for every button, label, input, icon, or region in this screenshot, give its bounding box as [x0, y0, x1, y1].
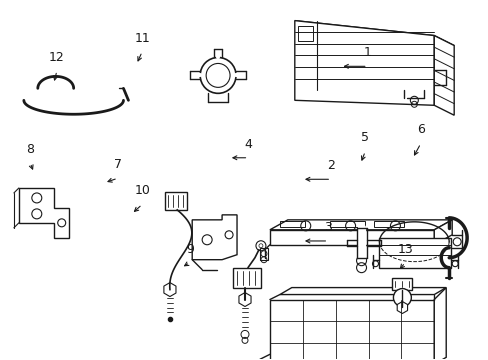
Text: 13: 13	[397, 243, 412, 256]
Polygon shape	[433, 220, 451, 245]
Text: 7: 7	[114, 158, 122, 171]
Bar	[392, 278, 411, 289]
Polygon shape	[279, 288, 446, 294]
Text: 5: 5	[361, 131, 368, 144]
Polygon shape	[19, 188, 68, 238]
Polygon shape	[239, 293, 250, 306]
Bar	[260, 248, 267, 260]
Bar	[374, 221, 404, 227]
Polygon shape	[294, 21, 433, 105]
Text: 8: 8	[26, 143, 34, 156]
Text: 11: 11	[134, 32, 150, 45]
Polygon shape	[269, 220, 451, 230]
Text: 10: 10	[134, 184, 150, 197]
Circle shape	[200, 58, 236, 93]
Bar	[297, 26, 312, 41]
Text: 1: 1	[363, 46, 371, 59]
Text: 9: 9	[185, 243, 193, 256]
Bar	[379, 238, 450, 268]
Polygon shape	[396, 302, 407, 314]
Bar	[279, 221, 304, 227]
Bar	[329, 221, 364, 227]
Polygon shape	[433, 288, 446, 360]
Bar	[165, 192, 187, 210]
Polygon shape	[163, 283, 176, 297]
Polygon shape	[192, 215, 237, 260]
Circle shape	[393, 289, 410, 306]
Bar	[233, 268, 261, 288]
Text: 6: 6	[416, 123, 424, 136]
Polygon shape	[269, 300, 433, 360]
Text: 12: 12	[49, 51, 65, 64]
Text: 3: 3	[324, 221, 331, 234]
Polygon shape	[269, 230, 433, 245]
Text: 4: 4	[244, 138, 252, 151]
Polygon shape	[433, 36, 453, 115]
Text: 2: 2	[326, 159, 334, 172]
Polygon shape	[294, 21, 453, 45]
